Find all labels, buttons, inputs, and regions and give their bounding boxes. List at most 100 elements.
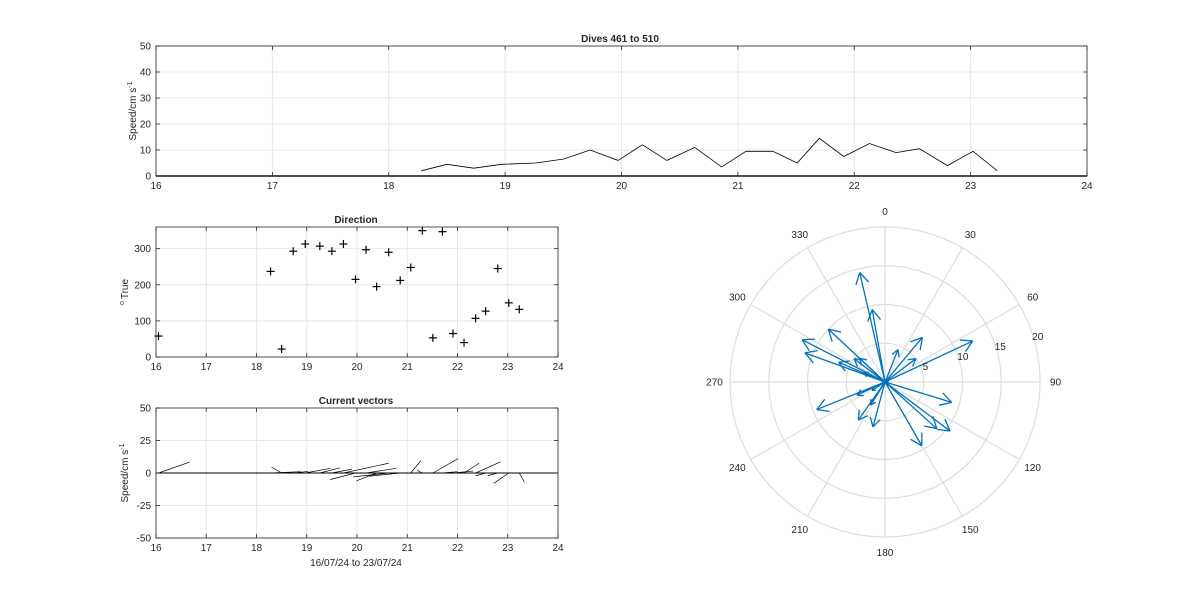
polar-angle-label: 60 xyxy=(1027,292,1039,303)
compass-arrow-head-left xyxy=(923,425,937,430)
compass-arrow-head-right xyxy=(804,352,814,364)
speed-panel-xtick-label: 21 xyxy=(732,181,744,192)
polar-spoke xyxy=(884,303,1020,383)
compass-arrow-head-left xyxy=(802,338,816,341)
direction-panel-xtick-label: 23 xyxy=(502,362,514,373)
polar-spoke xyxy=(750,303,886,383)
vectors-panel-xtick-label: 22 xyxy=(452,543,464,554)
vectors-panel-ylabel-text: Speed/cm s xyxy=(120,450,131,503)
direction-panel-xtick-label: 20 xyxy=(351,362,363,373)
polar-spoke xyxy=(806,247,886,383)
speed-panel-xtick-label: 20 xyxy=(616,181,628,192)
compass-arrow xyxy=(804,349,886,383)
direction-point xyxy=(362,245,371,254)
polar-angle-label: 240 xyxy=(729,463,746,474)
compass-arrow-head-right xyxy=(891,349,899,355)
compass-arrow-head-right xyxy=(932,416,938,429)
compass-arrow-head-right xyxy=(944,418,951,432)
current-vector-stick xyxy=(305,467,331,474)
speed-panel: 16 17 18 19 20 21 22 23 24 0 10 20 30 40 50 Dives 461 … xyxy=(127,34,1093,192)
direction-point xyxy=(266,267,275,276)
direction-panel-xtick-label: 24 xyxy=(552,362,564,373)
compass-arrow-head-left xyxy=(869,416,874,428)
direction-panel-ytick-label: 200 xyxy=(134,280,151,291)
current-vector-stick xyxy=(410,460,422,474)
polar-angle-label: 270 xyxy=(706,378,723,389)
polar-spoke xyxy=(884,381,1020,461)
speed-panel-xtick-label: 19 xyxy=(500,181,512,192)
compass-arrow-head-left xyxy=(857,409,860,421)
compass-arrow xyxy=(884,339,974,383)
speed-panel-grid xyxy=(155,45,1088,177)
current-vector-stick xyxy=(343,462,389,474)
compass-arrow-head-right xyxy=(855,272,861,286)
compass-arrow-head-right xyxy=(942,392,953,403)
compass-arrow xyxy=(869,381,886,428)
compass-panel-grid xyxy=(729,226,1041,538)
compass-arrow-head-right xyxy=(856,394,864,397)
direction-panel-xtick-label: 22 xyxy=(452,362,464,373)
polar-angle-label: 90 xyxy=(1050,378,1062,389)
direction-point xyxy=(481,307,490,316)
compass-arrow xyxy=(884,349,900,383)
compass-arrow-head-left xyxy=(938,401,952,406)
compass-panel-ticks: 5 10 15 20 0 30 60 90 120 150 180 210 240 270 300 330 xyxy=(706,207,1061,559)
direction-panel-ytick-label: 300 xyxy=(134,244,151,255)
direction-panel-ylabel: oTrue xyxy=(119,279,131,306)
current-vector-stick xyxy=(487,472,498,476)
current-vector-stick xyxy=(365,467,397,474)
direction-panel-grid xyxy=(155,227,559,358)
direction-panel-ytick-label: 0 xyxy=(145,353,151,364)
speed-panel-ticks: 16 17 18 19 20 21 22 23 24 0 10 20 30 40 50 xyxy=(140,42,1093,193)
direction-point xyxy=(396,276,405,285)
vectors-panel-title: Current vectors xyxy=(319,396,394,407)
vectors-panel-ylabel-exponent: -1 xyxy=(119,443,126,449)
polar-radius-label: 20 xyxy=(1032,332,1044,343)
compass-arrow xyxy=(884,381,953,406)
direction-panel-ytick-label: 100 xyxy=(134,316,151,327)
current-vector-stick xyxy=(319,467,341,474)
direction-point xyxy=(372,282,381,291)
polar-angle-label: 0 xyxy=(882,207,888,218)
direction-panel-ylabel-prefix: o xyxy=(119,301,126,305)
direction-panel: 16 17 18 19 20 21 22 23 24 0 100 200 300 Direction o… xyxy=(119,215,564,373)
direction-panel-ylabel-text: True xyxy=(120,279,131,300)
current-vector-stick xyxy=(463,462,480,474)
direction-point xyxy=(471,314,480,323)
direction-panel-xtick-label: 19 xyxy=(301,362,313,373)
compass-arrow-head-right xyxy=(910,336,923,343)
direction-panel-xtick-label: 16 xyxy=(150,362,162,373)
compass-arrow-head-left xyxy=(912,358,917,367)
direction-point xyxy=(339,239,348,248)
compass-arrow-shaft xyxy=(856,381,886,396)
compass-arrow xyxy=(884,381,938,430)
compass-arrow-shaft xyxy=(853,358,886,383)
current-vector-stick xyxy=(475,461,501,474)
compass-arrow-head-left xyxy=(910,438,923,447)
compass-arrow-head-left xyxy=(804,349,818,354)
direction-point xyxy=(289,247,298,256)
compass-arrow-shaft xyxy=(801,339,886,383)
direction-point xyxy=(460,338,469,347)
compass-arrow-head-right xyxy=(853,358,858,367)
speed-panel-xtick-label: 16 xyxy=(150,181,162,192)
vectors-panel-xtick-label: 16 xyxy=(150,543,162,554)
direction-point xyxy=(504,298,513,307)
speed-panel-xtick-label: 22 xyxy=(849,181,861,192)
compass-arrow-head-left xyxy=(856,389,862,396)
polar-radius-label: 15 xyxy=(995,342,1007,353)
current-vector-stick xyxy=(452,470,474,474)
speed-panel-ytick-label: 30 xyxy=(140,94,152,105)
vectors-panel-axes-frame xyxy=(155,407,559,539)
compass-arrow xyxy=(801,338,886,383)
polar-spoke xyxy=(750,381,886,461)
polar-angle-label: 300 xyxy=(729,292,746,303)
direction-panel-xtick-label: 17 xyxy=(201,362,213,373)
polar-angle-label: 210 xyxy=(791,525,808,536)
vectors-panel-ytick-label: 0 xyxy=(145,469,151,480)
direction-point xyxy=(327,247,336,256)
polar-radius-label: 5 xyxy=(923,362,929,373)
vectors-panel-ticks: 16 17 18 19 20 21 22 23 24 -50 -25 0 25 50 xyxy=(137,404,564,555)
direction-panel-xtick-label: 21 xyxy=(402,362,414,373)
compass-arrow-head-left xyxy=(919,337,924,351)
